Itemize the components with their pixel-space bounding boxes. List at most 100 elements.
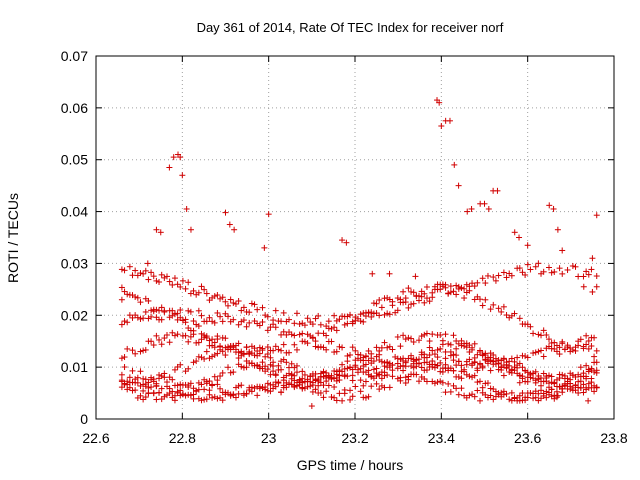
data-point (118, 296, 125, 303)
data-point (156, 307, 163, 314)
data-point (243, 364, 250, 371)
data-point (286, 364, 293, 371)
data-point (495, 272, 502, 279)
data-point (145, 276, 152, 283)
data-point (137, 270, 144, 277)
data-point (171, 311, 178, 318)
data-point (469, 360, 476, 367)
data-point (450, 332, 457, 339)
data-point (400, 288, 407, 295)
data-point (352, 383, 359, 390)
data-point (203, 348, 210, 355)
data-point (278, 347, 285, 354)
data-point (357, 388, 364, 395)
data-point (479, 275, 486, 282)
data-point (535, 348, 542, 355)
data-point (158, 316, 165, 323)
data-point (535, 375, 542, 382)
x-tick-label: 23.2 (341, 430, 368, 446)
data-point (365, 309, 372, 316)
data-point (373, 380, 380, 387)
data-point (283, 384, 290, 391)
data-point (331, 312, 338, 319)
data-point (158, 304, 165, 311)
data-point (477, 360, 484, 367)
data-point (588, 367, 595, 374)
data-point (516, 397, 523, 404)
data-point (148, 338, 155, 345)
data-point (280, 341, 287, 348)
data-point (144, 260, 151, 267)
data-point (148, 313, 155, 320)
data-point (400, 332, 407, 339)
data-point (203, 378, 210, 385)
data-point (503, 359, 510, 366)
data-point (538, 347, 545, 354)
data-point (166, 314, 173, 321)
data-point (580, 370, 587, 377)
data-point (177, 361, 184, 368)
data-point (312, 343, 319, 350)
data-point (171, 275, 178, 282)
data-point (304, 315, 311, 322)
data-point (503, 364, 510, 371)
data-point (264, 313, 271, 320)
data-point (410, 338, 417, 345)
data-point (124, 381, 131, 388)
data-point (439, 341, 446, 348)
data-point (182, 319, 189, 326)
data-point (341, 390, 348, 397)
data-point (248, 300, 255, 307)
data-point (341, 365, 348, 372)
data-point (235, 382, 242, 389)
data-point (158, 341, 165, 348)
y-tick-label: 0.03 (61, 255, 88, 271)
data-point (163, 331, 170, 338)
data-point (577, 364, 584, 371)
data-point (357, 377, 364, 384)
data-point (436, 99, 443, 106)
data-point (288, 381, 295, 388)
data-point (225, 302, 232, 309)
data-point (126, 263, 133, 270)
data-point (132, 376, 139, 383)
data-point (394, 355, 401, 362)
data-point (288, 331, 295, 338)
data-point (198, 312, 205, 319)
data-point (384, 310, 391, 317)
data-point (532, 263, 539, 270)
data-point (474, 387, 481, 394)
data-point (588, 384, 595, 391)
data-point (203, 290, 210, 297)
data-point (360, 362, 367, 369)
data-point (232, 300, 239, 307)
data-point (169, 376, 176, 383)
data-point (264, 387, 271, 394)
data-point (418, 364, 425, 371)
data-point (530, 350, 537, 357)
data-point (201, 386, 208, 393)
data-point (169, 281, 176, 288)
data-point (431, 380, 438, 387)
data-point (187, 380, 194, 387)
data-point (267, 381, 274, 388)
data-point (575, 273, 582, 280)
data-point (543, 332, 550, 339)
data-point (386, 270, 393, 277)
data-point (551, 268, 558, 275)
data-point (386, 384, 393, 391)
data-point (437, 332, 444, 339)
data-point (453, 352, 460, 359)
data-point (126, 312, 133, 319)
data-point (593, 283, 600, 290)
data-point (134, 314, 141, 321)
data-point (418, 349, 425, 356)
data-point (179, 277, 186, 284)
data-point (315, 344, 322, 351)
data-point (336, 316, 343, 323)
data-point (343, 239, 350, 246)
data-point (439, 379, 446, 386)
data-point (283, 359, 290, 366)
data-point (500, 269, 507, 276)
data-point (580, 389, 587, 396)
